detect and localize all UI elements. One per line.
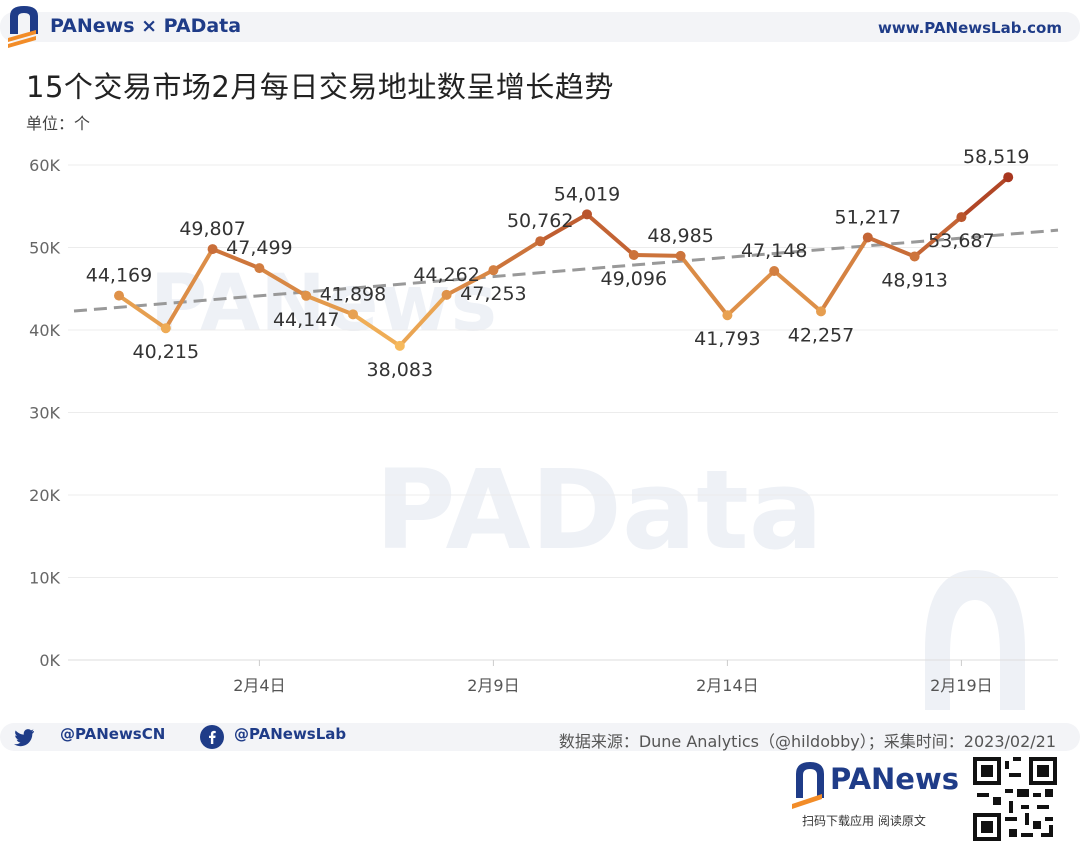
series-line-segment — [585, 212, 636, 257]
data-point — [207, 244, 218, 255]
y-tick-label: 10K — [29, 569, 60, 588]
trend-line — [73, 228, 1059, 313]
watermark-padata: PAData — [375, 446, 823, 574]
data-label: 38,083 — [367, 359, 433, 381]
series-line-segment — [117, 293, 168, 331]
site-url[interactable]: www.PANewsLab.com — [878, 19, 1062, 37]
data-label: 58,519 — [963, 146, 1029, 168]
y-tick-label: 0K — [39, 651, 60, 670]
y-tick-label: 20K — [29, 486, 60, 505]
twitter-icon[interactable] — [12, 725, 36, 749]
series-line-segment — [304, 293, 355, 317]
series-line-segment — [912, 215, 964, 259]
footer-download-hint: 扫码下载应用 阅读原文 — [802, 814, 926, 828]
series-line-segment — [351, 312, 402, 348]
data-point — [160, 323, 171, 334]
data-label: 41,898 — [320, 283, 386, 305]
series-line-segment — [163, 247, 215, 331]
data-point — [441, 289, 452, 300]
series-line-segment — [959, 175, 1011, 220]
facebook-icon[interactable] — [200, 725, 224, 749]
series-line-segment — [257, 266, 309, 298]
panews-logo-icon — [8, 6, 38, 48]
data-point — [394, 340, 405, 351]
data-label: 50,762 — [507, 210, 573, 232]
data-label: 49,096 — [601, 268, 667, 290]
data-point — [301, 290, 312, 301]
series-line-segment — [491, 239, 543, 273]
data-label: 48,985 — [647, 225, 713, 247]
series-line-segment — [631, 252, 683, 258]
footer-bar — [0, 723, 1080, 751]
data-point — [722, 310, 733, 321]
y-tick-label: 40K — [29, 321, 60, 340]
series-line-segment — [865, 235, 917, 259]
series-line-segment — [678, 253, 730, 318]
data-point — [675, 250, 686, 261]
data-label: 41,793 — [694, 328, 760, 350]
x-tick-label: 2月9日 — [467, 676, 519, 695]
x-tick-label: 2月19日 — [930, 676, 993, 695]
series-line-segment — [538, 212, 589, 244]
data-label: 44,169 — [86, 265, 152, 287]
data-label: 44,262 — [413, 264, 479, 286]
data-point — [862, 232, 873, 243]
series-line-segment — [210, 247, 262, 271]
series-line-segment — [725, 269, 777, 318]
x-tick-label: 2月4日 — [233, 676, 285, 695]
data-label: 44,147 — [273, 309, 339, 331]
data-point — [488, 265, 499, 276]
series-line-segment — [772, 269, 823, 314]
series-line-segment — [444, 268, 496, 297]
y-tick-label: 30K — [29, 404, 60, 423]
y-tick-label: 50K — [29, 239, 60, 258]
data-point — [956, 212, 967, 223]
series-line-segment — [819, 235, 870, 314]
data-point — [114, 290, 124, 301]
data-label: 53,687 — [928, 230, 994, 252]
data-label: 40,215 — [133, 341, 199, 363]
data-label: 47,499 — [226, 237, 292, 259]
facebook-handle[interactable]: @PANewsLab — [234, 725, 347, 743]
panews-footer-logo-icon — [792, 762, 824, 809]
data-label: 48,913 — [881, 269, 947, 291]
data-point — [535, 236, 546, 247]
data-point — [909, 251, 920, 262]
series-line-segment — [397, 292, 449, 348]
data-point — [769, 266, 780, 277]
data-point — [348, 309, 358, 320]
x-tick-label: 2月14日 — [696, 676, 759, 695]
data-label: 47,148 — [741, 240, 807, 262]
data-label: 51,217 — [835, 206, 901, 228]
twitter-handle[interactable]: @PANewsCN — [60, 725, 166, 743]
data-point — [1003, 172, 1014, 183]
data-label: 47,253 — [460, 283, 526, 305]
data-point — [816, 306, 826, 317]
data-point — [582, 209, 592, 220]
data-source-note: 数据来源：Dune Analytics（@hildobby）；采集时间：2023… — [558, 732, 1056, 751]
data-point — [254, 263, 265, 274]
data-label: 49,807 — [179, 218, 245, 240]
header-bar — [0, 12, 1080, 42]
chart-title: 15个交易市场2月每日交易地址数呈增长趋势 — [26, 70, 614, 104]
qr-code-icon[interactable] — [973, 757, 1057, 841]
data-point — [628, 249, 639, 260]
brand-title: PANews × PAData — [50, 15, 242, 37]
y-tick-label: 60K — [29, 156, 60, 175]
chart-unit-label: 单位：个 — [26, 114, 91, 133]
data-label: 54,019 — [554, 183, 620, 205]
watermark-logo-icon — [925, 570, 1025, 710]
footer-brand-name: PANews — [830, 762, 960, 796]
data-label: 42,257 — [788, 324, 854, 346]
